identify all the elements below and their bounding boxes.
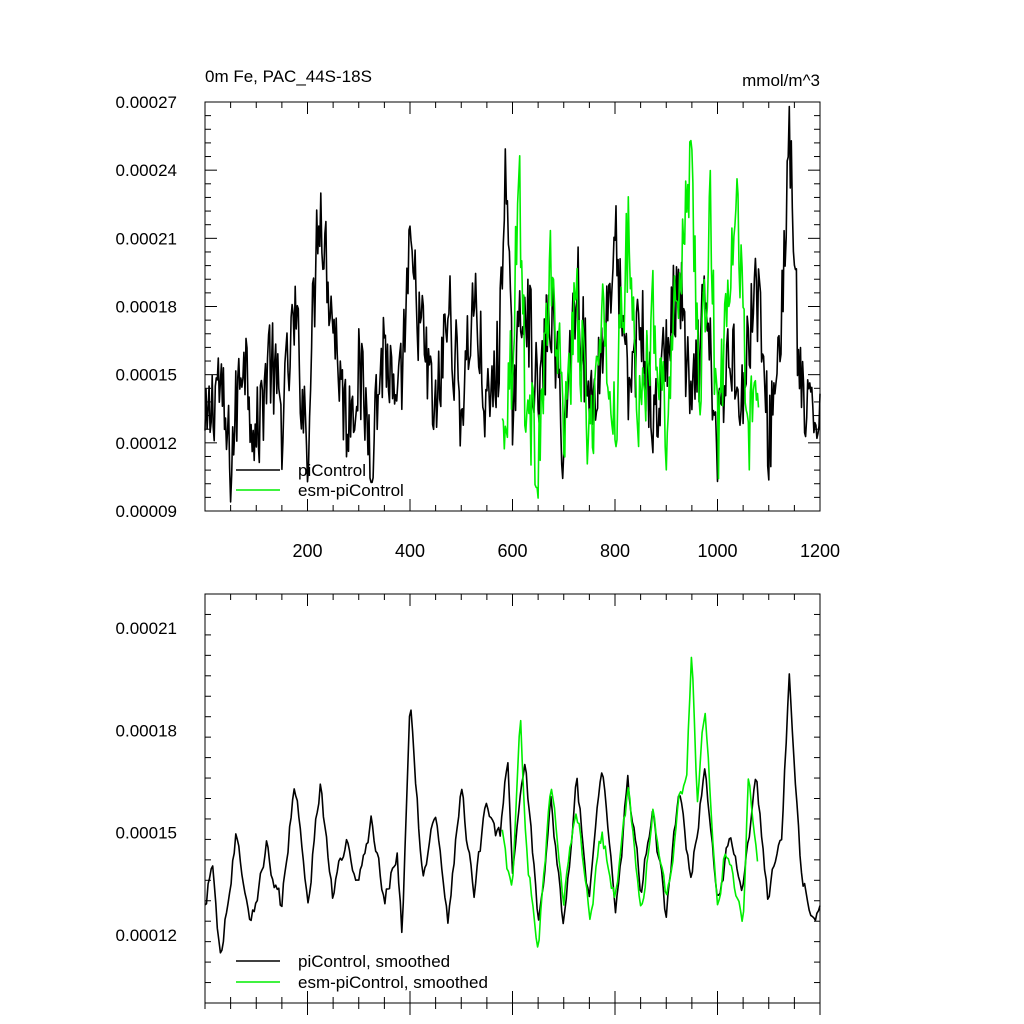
y-tick-label: 0.00009 <box>116 502 177 521</box>
chart-title: 0m Fe, PAC_44S-18S <box>205 67 372 86</box>
units-label: mmol/m^3 <box>742 71 820 90</box>
y-tick-label: 0.00021 <box>116 619 177 638</box>
y-tick-label: 0.00027 <box>116 93 177 112</box>
series-line-esm-picontrol <box>501 139 760 499</box>
plot-frame-bottom <box>204 593 821 1004</box>
bottom-panel: 0.00012 0.00015 0.00018 0.00021 piControl, … <box>116 593 821 1015</box>
top-panel: 0m Fe, PAC_44S-18S mmol/m^3 0.000090.000… <box>116 67 840 561</box>
legend-label-esm-picontrol-smoothed: esm-piControl, smoothed <box>298 973 488 992</box>
legend-bottom: piControl, smoothed esm-piControl, smoot… <box>236 952 488 992</box>
legend-top: piControl esm-piControl <box>236 461 404 500</box>
series-bottom <box>204 656 821 954</box>
y-tick-label: 0.00015 <box>116 366 177 385</box>
x-tick-label: 400 <box>395 541 425 561</box>
y-tick-label: 0.00018 <box>116 298 177 317</box>
y-ticks-top: 0.00009 0.00012 0.00015 0.00018 0.00021 0.000… <box>116 93 820 521</box>
y-tick-label: 0.00012 <box>116 434 177 453</box>
y-tick-label: 0.00024 <box>116 161 177 180</box>
series-top <box>204 105 821 503</box>
x-tick-label: 1200 <box>800 541 840 561</box>
series-line-esm-picontrol-smoothed <box>501 656 759 948</box>
y-tick-label: 0.00021 <box>116 229 177 248</box>
x-tick-label: 200 <box>292 541 322 561</box>
legend-label-esm-picontrol: esm-piControl <box>298 481 404 500</box>
plot-frame-top <box>204 101 821 512</box>
legend-label-picontrol-smoothed: piControl, smoothed <box>298 952 450 971</box>
x-tick-label: 600 <box>497 541 527 561</box>
y-tick-label: 0.00012 <box>116 926 177 945</box>
legend-label-picontrol: piControl <box>298 461 366 480</box>
x-tick-label: 800 <box>600 541 630 561</box>
y-tick-label: 0.00015 <box>116 824 177 843</box>
x-tick-label: 1000 <box>697 541 737 561</box>
series-line-picontrol <box>204 105 821 503</box>
series-line-picontrol-smoothed <box>204 673 821 954</box>
y-ticks-bottom: 0.00012 0.00015 0.00018 0.00021 <box>116 593 820 1004</box>
y-tick-label: 0.00018 <box>116 721 177 740</box>
